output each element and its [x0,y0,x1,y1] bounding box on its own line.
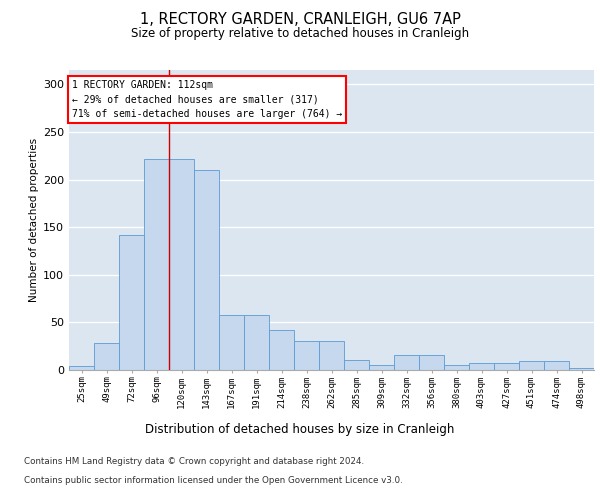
Bar [519,362,544,370]
Text: 1 RECTORY GARDEN: 112sqm
← 29% of detached houses are smaller (317)
71% of semi-: 1 RECTORY GARDEN: 112sqm ← 29% of detach… [71,80,342,119]
Bar [144,158,169,370]
Bar [494,364,519,370]
Bar [344,360,369,370]
Bar [169,158,194,370]
Bar [244,315,269,370]
Bar [119,235,144,370]
Bar [469,364,494,370]
Bar [269,330,294,370]
Bar [444,365,469,370]
Text: Contains public sector information licensed under the Open Government Licence v3: Contains public sector information licen… [24,476,403,485]
Text: Distribution of detached houses by size in Cranleigh: Distribution of detached houses by size … [145,422,455,436]
Bar [419,355,444,370]
Bar [569,368,594,370]
Text: Size of property relative to detached houses in Cranleigh: Size of property relative to detached ho… [131,28,469,40]
Bar [219,315,244,370]
Y-axis label: Number of detached properties: Number of detached properties [29,138,39,302]
Bar [394,355,419,370]
Bar [69,366,94,370]
Text: Contains HM Land Registry data © Crown copyright and database right 2024.: Contains HM Land Registry data © Crown c… [24,458,364,466]
Bar [94,344,119,370]
Text: 1, RECTORY GARDEN, CRANLEIGH, GU6 7AP: 1, RECTORY GARDEN, CRANLEIGH, GU6 7AP [140,12,460,28]
Bar [194,170,219,370]
Bar [544,362,569,370]
Bar [319,342,344,370]
Bar [369,365,394,370]
Bar [294,342,319,370]
